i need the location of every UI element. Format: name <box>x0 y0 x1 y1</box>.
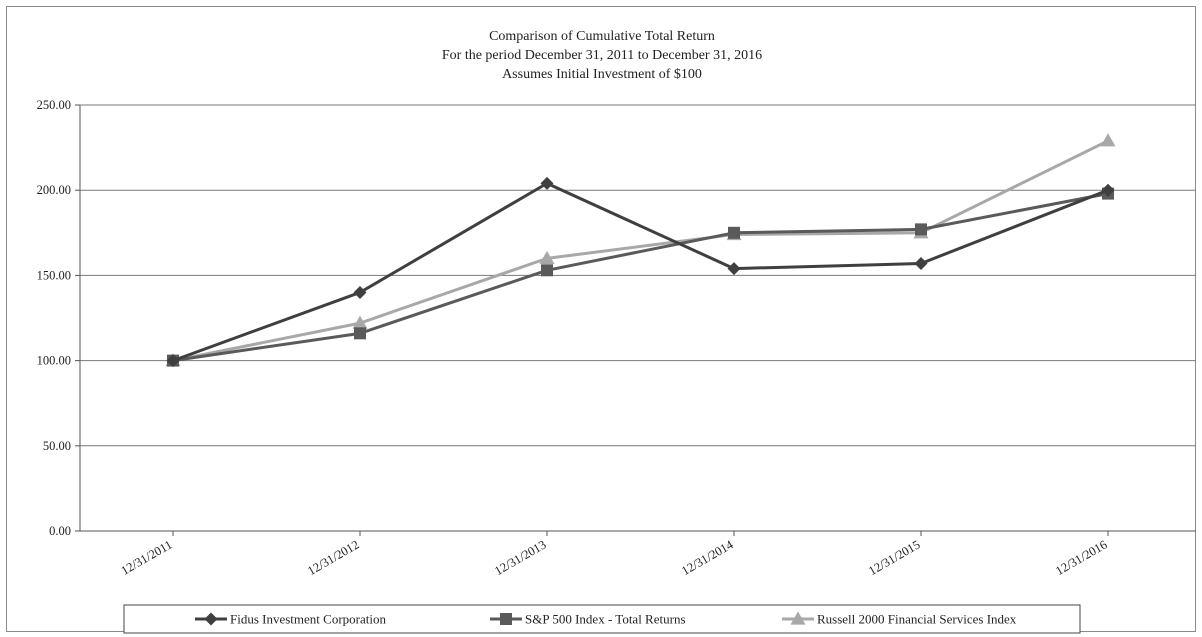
data-point <box>541 264 553 277</box>
legend-marker-square <box>500 613 512 625</box>
series-diamond <box>166 176 1115 368</box>
data-point <box>915 223 927 236</box>
data-point <box>352 315 368 329</box>
legend-label: Fidus Investment Corporation <box>230 612 386 627</box>
series-triangle <box>165 133 1116 367</box>
x-tick-label: 12/31/2015 <box>866 537 922 578</box>
x-tick-labels: 12/31/2011 12/31/2012 12/31/2013 12/31/2014… <box>119 537 1110 578</box>
series-line <box>172 181 1109 363</box>
data-point <box>1101 183 1115 197</box>
x-tick-label: 12/31/2013 <box>492 537 548 578</box>
data-point <box>727 262 741 276</box>
y-tick-label: 0.00 <box>49 524 71 538</box>
data-point <box>914 256 928 270</box>
x-tick-label: 12/31/2014 <box>679 537 736 578</box>
series-lines <box>165 133 1116 368</box>
legend-label: S&P 500 Index - Total Returns <box>525 612 686 627</box>
y-tick-labels: 0.00 50.00 100.00 150.00 200.00 250.00 <box>37 98 71 538</box>
data-point <box>1100 133 1116 147</box>
x-tick-label: 12/31/2012 <box>305 537 361 578</box>
data-point <box>539 250 555 264</box>
y-tick-label: 200.00 <box>37 183 71 197</box>
y-tick-label: 50.00 <box>43 439 71 453</box>
legend-marker-triangle <box>790 611 806 625</box>
legend: Fidus Investment Corporation S&P 500 Inde… <box>123 604 1081 634</box>
legend-box <box>123 604 1081 634</box>
title-line-2: For the period December 31, 2011 to Dece… <box>442 48 762 63</box>
data-point <box>728 226 740 239</box>
chart-frame <box>6 6 1196 632</box>
legend-label: Russell 2000 Financial Services Index <box>817 612 1017 627</box>
title-line-1: Comparison of Cumulative Total Return <box>489 29 715 44</box>
gridlines <box>80 104 1196 447</box>
title-line-3: Assumes Initial Investment of $100 <box>502 67 702 82</box>
series-line <box>172 192 1109 363</box>
chart-title: Comparison of Cumulative Total Return Fo… <box>442 29 762 82</box>
series-square <box>167 187 1114 367</box>
axes <box>75 104 1196 536</box>
y-tick-label: 250.00 <box>37 98 71 112</box>
x-tick-label: 12/31/2016 <box>1053 537 1109 578</box>
y-tick-label: 100.00 <box>37 354 71 368</box>
series-line <box>172 139 1109 363</box>
x-tick-label: 12/31/2011 <box>119 537 175 577</box>
y-tick-label: 150.00 <box>37 268 71 282</box>
data-point <box>354 327 366 340</box>
data-point <box>166 354 180 368</box>
data-point <box>353 285 367 299</box>
legend-marker-diamond <box>204 612 218 626</box>
data-point <box>540 176 554 190</box>
